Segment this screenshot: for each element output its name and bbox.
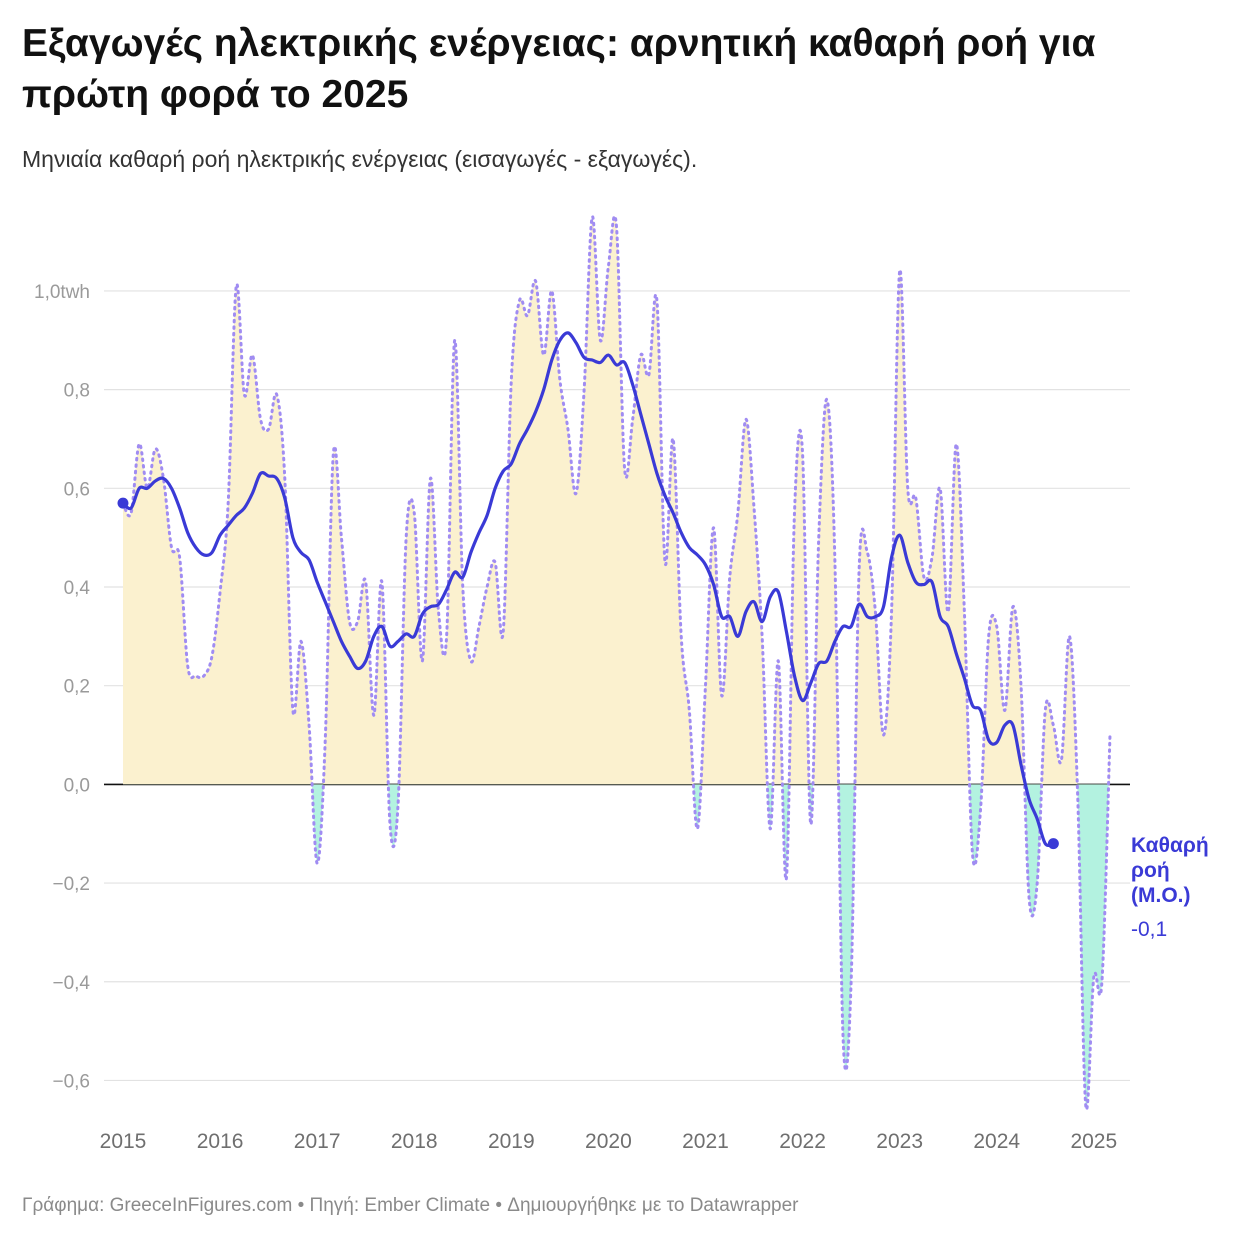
footer-credit: Γράφημα: GreeceInFigures.com • Πηγή: Emb… [22, 1195, 799, 1216]
end-label-name: Καθαρή [1131, 834, 1209, 857]
x-tick-label: 2022 [779, 1130, 826, 1153]
area-fills [123, 216, 1110, 1110]
monthly-flow-line [121, 214, 1112, 1111]
x-tick-label: 2021 [682, 1130, 729, 1153]
x-tick-label: 2018 [391, 1130, 438, 1153]
y-tick-label: −0,4 [52, 973, 90, 994]
start-point [117, 497, 129, 509]
average-flow-line [121, 331, 1055, 848]
x-tick-label: 2015 [100, 1130, 147, 1153]
tick-labels: 1,0twh 0,8 0,6 0,4 0,2 0,0 −0,2 −0,4 −0,6 2015 201… [34, 282, 1117, 1153]
x-tick-label: 2019 [488, 1130, 535, 1153]
chart-title: Εξαγωγές ηλεκτρικής ενέργειας: αρνητική … [22, 22, 1096, 116]
end-label-name: ροή [1131, 859, 1170, 882]
x-tick-label: 2016 [197, 1130, 244, 1153]
y-tick-label: 0,4 [64, 578, 91, 599]
y-tick-label: 0,8 [64, 381, 90, 402]
y-tick-label: −0,2 [52, 874, 90, 895]
end-label-value: -0,1 [1131, 918, 1167, 941]
y-tick-label: 0,2 [64, 677, 90, 698]
series-lines [117, 214, 1112, 1111]
y-tick-label: 0,0 [64, 775, 90, 796]
x-tick-label: 2023 [876, 1130, 923, 1153]
x-tick-label: 2017 [294, 1130, 341, 1153]
negative-area [312, 784, 1109, 1110]
chart-subtitle: Μηνιαία καθαρή ροή ηλεκτρικής ενέργειας … [22, 146, 698, 172]
x-tick-label: 2025 [1070, 1130, 1117, 1153]
x-tick-label: 2024 [973, 1130, 1020, 1153]
chart: 1,0twh 0,8 0,6 0,4 0,2 0,0 −0,2 −0,4 −0,6 2015 201… [34, 214, 1209, 1153]
end-label-name: (Μ.Ο.) [1131, 884, 1190, 907]
y-tick-label: 1,0twh [34, 282, 90, 303]
positive-area [123, 216, 1110, 785]
end-point [1047, 838, 1059, 850]
x-tick-label: 2020 [585, 1130, 632, 1153]
y-tick-label: 0,6 [64, 479, 90, 500]
y-tick-label: −0,6 [52, 1071, 90, 1092]
